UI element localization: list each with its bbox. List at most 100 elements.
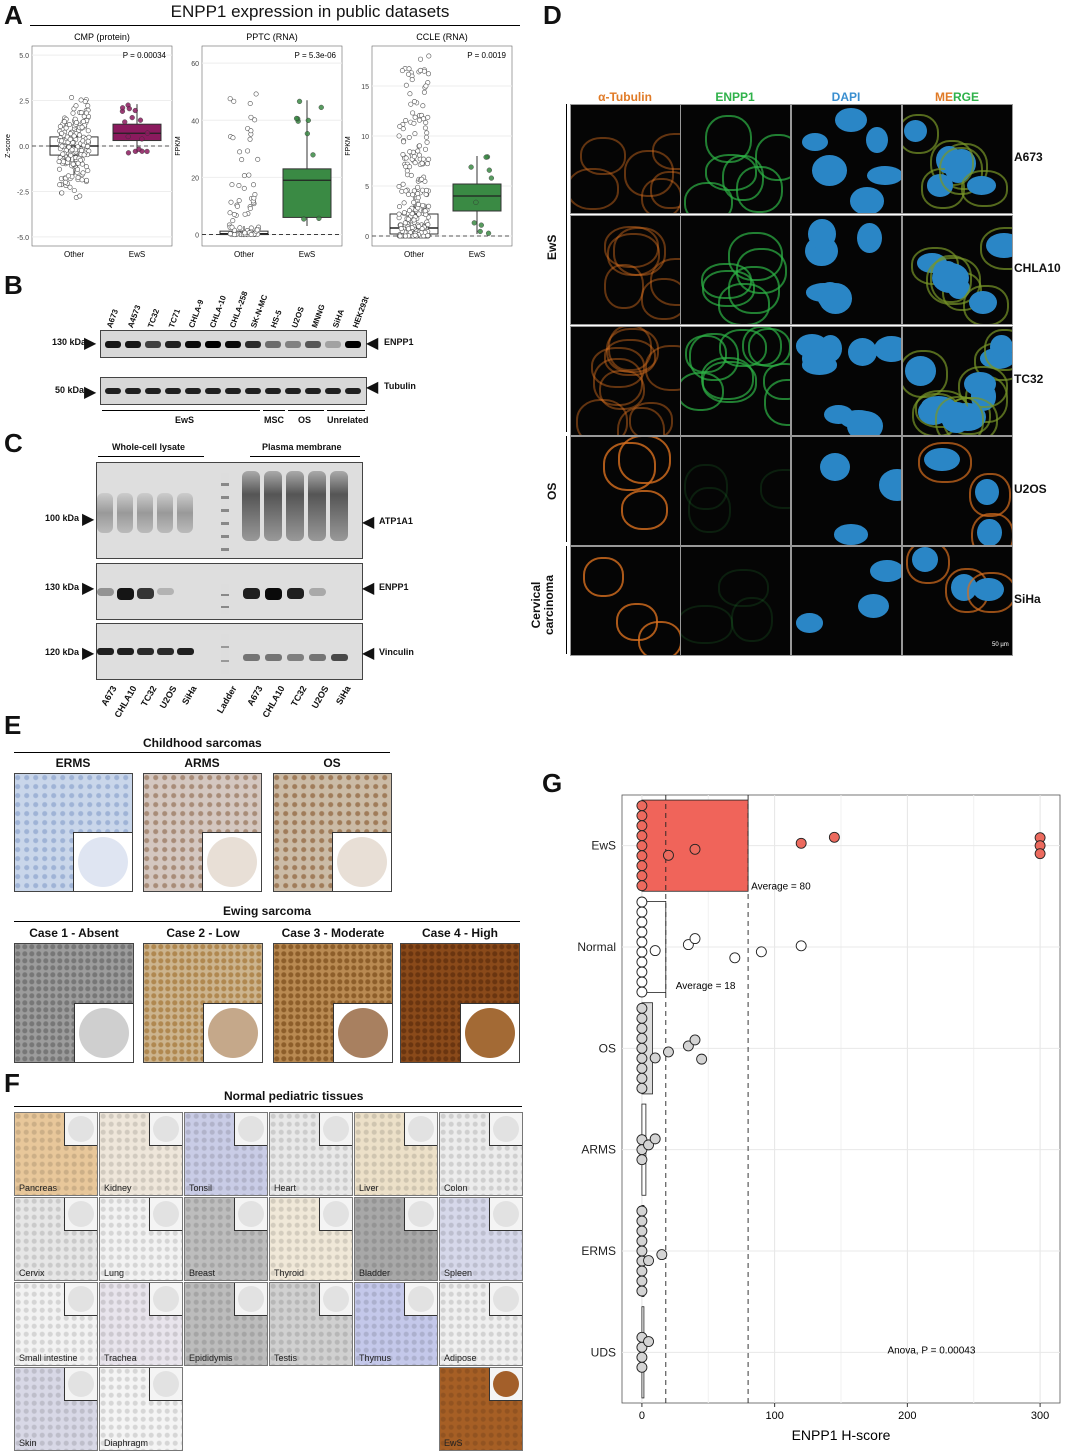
point-other	[80, 119, 86, 125]
ch-enpp1: ENPP1	[715, 90, 755, 104]
point-other	[406, 71, 412, 77]
band	[345, 388, 361, 394]
merge-letter: G	[961, 90, 971, 104]
merge-cell	[935, 395, 985, 435]
lane-label: TC32	[146, 307, 162, 330]
point-other	[82, 99, 88, 105]
point-other	[70, 110, 76, 116]
nucleus	[969, 290, 998, 314]
point-other	[422, 208, 428, 214]
merge-letter: E	[944, 90, 953, 104]
point-other	[422, 125, 428, 131]
point-ews	[478, 222, 484, 228]
point-other	[411, 120, 417, 126]
point-other	[396, 184, 402, 190]
tma-inset	[203, 1003, 262, 1062]
band	[145, 388, 161, 394]
point-other	[408, 172, 414, 178]
point-other	[403, 155, 409, 161]
data-point	[656, 1249, 668, 1261]
point-other	[71, 133, 77, 139]
point-other	[406, 134, 412, 140]
tissue-core	[153, 1371, 179, 1397]
point-other	[419, 160, 425, 166]
micrograph	[570, 546, 681, 656]
micrograph	[680, 104, 791, 214]
band	[185, 341, 201, 348]
point-other	[410, 110, 416, 116]
nucleus	[878, 468, 901, 501]
band	[309, 654, 326, 661]
tissue-tile: Breast	[184, 1197, 268, 1281]
box-ews	[452, 183, 502, 212]
cell-line-label: U2OS	[1014, 482, 1047, 496]
point-other	[423, 187, 429, 193]
merge-cell	[918, 441, 972, 484]
tissue-tile: Bladder	[354, 1197, 438, 1281]
tma-inset	[332, 832, 391, 891]
point-other	[85, 128, 91, 134]
point-other	[239, 157, 245, 163]
kda-120-c: 120 kDa	[45, 647, 80, 657]
data-point	[636, 1351, 648, 1363]
data-point	[636, 896, 648, 908]
nucleus	[932, 262, 970, 294]
tissue-tile: Liver	[354, 1112, 438, 1196]
tissue-inset	[149, 1198, 182, 1231]
point-other	[421, 89, 427, 95]
lane-label: SK-N-MC	[248, 293, 269, 330]
nucleus	[986, 232, 1012, 259]
merge-cell	[963, 284, 1010, 324]
data-point	[663, 849, 674, 861]
tissue-inset	[404, 1198, 437, 1231]
enpp1-membrane	[762, 363, 790, 401]
data-point	[689, 843, 701, 855]
point-other	[59, 130, 65, 136]
band	[308, 471, 326, 541]
data-point	[795, 940, 807, 952]
point-other	[60, 151, 66, 157]
x-tick-label: 0	[639, 1410, 645, 1422]
point-other	[252, 117, 258, 123]
y-tick-label: 2.5	[19, 99, 29, 106]
y-tick-label: 0.0	[19, 144, 29, 151]
point-other	[412, 160, 418, 166]
band	[243, 654, 260, 661]
point-other	[232, 232, 238, 238]
merge-cell	[969, 472, 1011, 517]
tissue-core	[323, 1116, 349, 1142]
point-other	[403, 164, 409, 170]
data-point	[636, 936, 648, 948]
band	[286, 471, 304, 541]
band	[157, 493, 173, 533]
e-bottom-label: Case 4 - High	[421, 926, 499, 940]
merge-cell	[903, 113, 939, 155]
tissue-label: Kidney	[104, 1183, 132, 1193]
point-other	[61, 119, 67, 125]
tissue-core	[68, 1201, 94, 1227]
data-point	[636, 1225, 648, 1237]
point-other	[396, 133, 402, 139]
arrow-left-icon: ▶	[82, 511, 95, 528]
label-atp1a1: ATP1A1	[379, 516, 413, 526]
enpp1-membrane	[736, 247, 788, 295]
point-other	[242, 230, 248, 236]
panel-label-a: A	[4, 0, 23, 30]
point-other	[416, 211, 422, 217]
band	[97, 493, 113, 533]
x-tick-label: Other	[234, 250, 254, 259]
point-other	[402, 233, 408, 239]
y-tick-label: 10	[361, 134, 369, 141]
band	[264, 471, 282, 541]
tissue-label: Epididymis	[189, 1353, 233, 1363]
tissue-tile: Spleen	[439, 1197, 523, 1281]
category-label: ERMS	[581, 1244, 616, 1258]
category-label: UDS	[591, 1345, 616, 1359]
data-point	[636, 1032, 648, 1044]
merge-cell	[905, 547, 950, 585]
ladder	[221, 584, 229, 614]
micrograph	[791, 546, 902, 656]
nucleus	[966, 176, 996, 195]
tubulin-cell	[621, 490, 668, 531]
data-point	[636, 946, 648, 958]
